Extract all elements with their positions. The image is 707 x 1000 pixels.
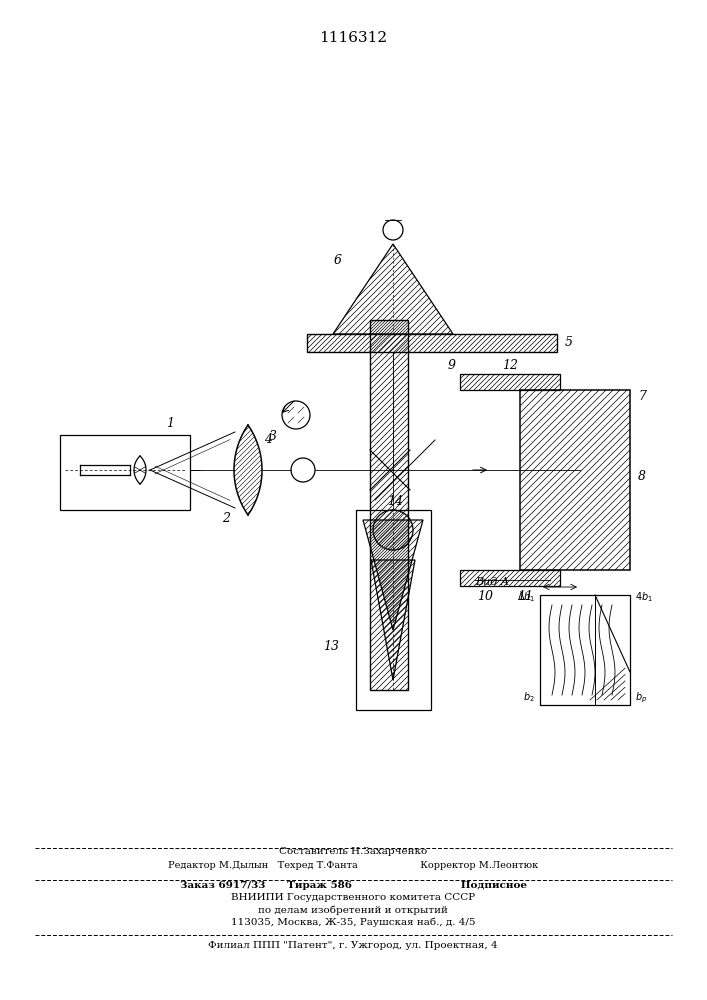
Text: 13: 13 <box>323 640 339 653</box>
Text: 5: 5 <box>565 336 573 350</box>
Text: 1: 1 <box>166 417 174 430</box>
Text: 11: 11 <box>517 590 533 603</box>
Text: 1116312: 1116312 <box>319 31 387 45</box>
Bar <box>540 595 630 705</box>
Text: 9: 9 <box>448 359 456 372</box>
Text: 113035, Москва, Ж-35, Раушская наб., д. 4/5: 113035, Москва, Ж-35, Раушская наб., д. … <box>230 917 475 927</box>
Text: $b_p$: $b_p$ <box>635 690 647 705</box>
Text: 8: 8 <box>638 470 646 483</box>
Text: $b_2$: $b_2$ <box>523 690 535 704</box>
Text: 6: 6 <box>334 254 342 267</box>
Text: по делам изобретений и открытий: по делам изобретений и открытий <box>258 905 448 915</box>
Bar <box>356 510 431 710</box>
Text: ВНИИПИ Государственного комитета СССР: ВНИИПИ Государственного комитета СССР <box>231 894 475 902</box>
Text: Вид А: Вид А <box>475 577 509 587</box>
Text: 10: 10 <box>477 590 493 603</box>
Bar <box>60 435 190 510</box>
Text: 14: 14 <box>387 495 403 508</box>
Text: 7: 7 <box>638 390 646 403</box>
Text: 3: 3 <box>269 430 277 443</box>
Text: 2: 2 <box>222 512 230 525</box>
Text: 12: 12 <box>502 359 518 372</box>
Text: $4b_1$: $4b_1$ <box>635 590 653 604</box>
Text: $\Delta b_1$: $\Delta b_1$ <box>517 590 535 604</box>
Text: Заказ 6917/33      Тираж 586                              Подписное: Заказ 6917/33 Тираж 586 Подписное <box>180 880 527 890</box>
Text: Филиал ППП "Патент", г. Ужгород, ул. Проектная, 4: Филиал ППП "Патент", г. Ужгород, ул. Про… <box>208 940 498 950</box>
Text: Редактор М.Дылын   Техред Т.Фанта                    Корректор М.Леонтюк: Редактор М.Дылын Техред Т.Фанта Корректо… <box>168 860 538 869</box>
Text: 4: 4 <box>264 433 272 446</box>
Text: Составитель Н.Захарченко: Составитель Н.Захарченко <box>279 848 427 856</box>
